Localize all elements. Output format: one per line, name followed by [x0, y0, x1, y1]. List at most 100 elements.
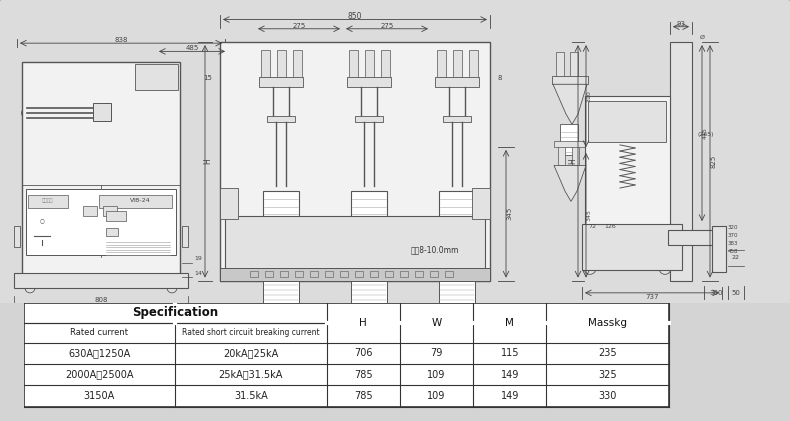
FancyBboxPatch shape [0, 0, 790, 308]
Text: 72: 72 [588, 224, 596, 229]
Bar [310, 271, 318, 277]
Bar [182, 226, 188, 247]
Text: 2000A、2500A: 2000A、2500A [66, 370, 134, 380]
Text: 785: 785 [354, 370, 373, 380]
Text: 345: 345 [506, 207, 512, 220]
Bar [570, 52, 578, 78]
Text: 149: 149 [501, 370, 519, 380]
Bar [572, 145, 579, 165]
Bar [250, 271, 258, 277]
Bar [263, 191, 299, 248]
Bar [585, 96, 670, 229]
Text: 22: 22 [732, 256, 740, 261]
Text: 109: 109 [427, 370, 446, 380]
Bar [14, 226, 20, 247]
Text: 275: 275 [380, 23, 393, 29]
Text: 853: 853 [94, 309, 107, 315]
Text: H: H [204, 158, 213, 164]
Bar [261, 51, 270, 79]
Text: 115: 115 [501, 349, 519, 358]
Bar [385, 271, 393, 277]
Text: 109: 109 [427, 391, 446, 401]
Polygon shape [553, 84, 587, 124]
Circle shape [25, 282, 35, 293]
Bar [355, 271, 363, 277]
Bar [220, 268, 490, 280]
Text: 838: 838 [115, 37, 128, 43]
Bar [263, 251, 299, 304]
Text: Rated current: Rated current [70, 328, 129, 337]
Text: 325: 325 [598, 370, 617, 380]
Bar [437, 51, 446, 79]
Bar [370, 271, 378, 277]
Bar [259, 77, 303, 87]
Bar [712, 226, 726, 272]
Text: 737: 737 [645, 294, 659, 300]
Text: 310: 310 [586, 90, 592, 102]
Bar [453, 51, 462, 79]
Bar [552, 76, 588, 84]
Bar [355, 116, 383, 122]
Bar [22, 61, 180, 277]
Bar [135, 64, 178, 91]
Text: H: H [569, 158, 577, 164]
Text: 383: 383 [728, 241, 739, 246]
Bar [439, 251, 475, 304]
Circle shape [659, 262, 671, 274]
Text: 25kA、31.5kA: 25kA、31.5kA [219, 370, 283, 380]
Text: 825: 825 [710, 155, 716, 168]
Text: 235: 235 [598, 349, 617, 358]
Text: 370: 370 [728, 233, 739, 238]
Bar [103, 205, 117, 216]
Bar [430, 271, 438, 277]
Circle shape [167, 282, 177, 293]
Bar [556, 52, 564, 78]
Bar [554, 141, 588, 147]
Bar [582, 224, 682, 270]
Bar [220, 42, 490, 280]
Text: M: M [506, 318, 514, 328]
Bar [267, 116, 295, 122]
Text: 15: 15 [203, 75, 212, 81]
Text: 300: 300 [709, 290, 723, 296]
Text: 3150A: 3150A [84, 391, 115, 401]
Bar [99, 195, 172, 208]
Bar [26, 189, 176, 255]
Text: 808: 808 [94, 297, 107, 303]
Bar [295, 271, 303, 277]
Bar [400, 271, 408, 277]
Circle shape [80, 212, 98, 230]
Text: 126: 126 [604, 224, 616, 229]
Bar [280, 271, 288, 277]
Bar [93, 103, 111, 121]
Bar [225, 216, 485, 275]
Bar [220, 188, 238, 219]
Text: 8: 8 [498, 75, 502, 81]
Bar [365, 51, 374, 79]
Bar [351, 251, 387, 304]
Text: 850: 850 [348, 12, 363, 21]
Text: Ø: Ø [700, 35, 705, 40]
Text: 行程8-10.0mm: 行程8-10.0mm [411, 245, 459, 254]
Text: 20kA、25kA: 20kA、25kA [224, 349, 279, 358]
Text: 31.5kA: 31.5kA [234, 391, 268, 401]
Text: (265): (265) [698, 132, 714, 137]
Bar [670, 42, 692, 280]
Text: 品牌标志: 品牌标志 [42, 198, 54, 203]
Bar [415, 271, 423, 277]
Bar [325, 271, 333, 277]
Text: Masskg: Masskg [588, 318, 627, 328]
Bar [106, 228, 118, 236]
Bar [14, 273, 188, 288]
Bar [83, 205, 97, 216]
Text: 785: 785 [354, 391, 373, 401]
Bar [277, 51, 286, 79]
Text: VIB-24: VIB-24 [130, 198, 150, 203]
Bar [588, 101, 666, 142]
Text: 345: 345 [586, 209, 592, 221]
Text: 445: 445 [702, 127, 708, 139]
Bar [443, 116, 471, 122]
Bar [340, 271, 348, 277]
Bar [435, 77, 479, 87]
Text: ○: ○ [40, 218, 44, 224]
